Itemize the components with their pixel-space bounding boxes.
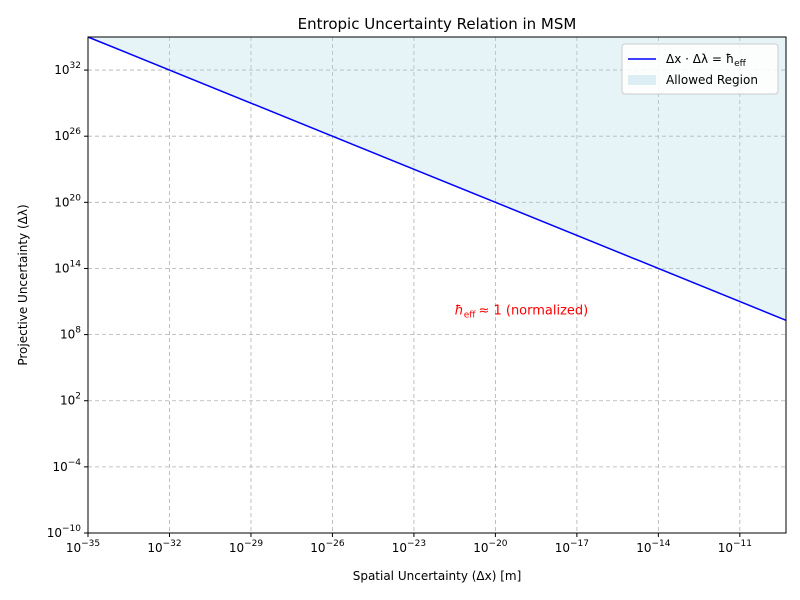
y-tick-label: 108 xyxy=(60,326,81,342)
y-axis-label: Projective Uncertainty (Δλ) xyxy=(16,204,30,365)
chart-title: Entropic Uncertainty Relation in MSM xyxy=(298,15,577,33)
legend-entry-line: Δx · Δλ = ħeff xyxy=(666,52,747,69)
y-tick-label: 1014 xyxy=(54,259,81,275)
legend-entry-line-subscript: eff xyxy=(734,59,747,69)
y-tick-label: 10−10 xyxy=(47,524,82,540)
x-tick-label: 10−11 xyxy=(718,539,752,555)
x-tick-label: 10−23 xyxy=(392,539,426,555)
legend-box xyxy=(621,43,779,95)
y-tick-label: 1032 xyxy=(54,61,81,77)
x-axis-label: Spatial Uncertainty (Δx) [m] xyxy=(353,569,522,583)
legend: Δx · Δλ = ħeff Allowed Region xyxy=(621,43,779,95)
legend-patch-swatch xyxy=(628,75,656,85)
x-tick-label: 10−20 xyxy=(473,539,508,555)
y-tick-label: 1026 xyxy=(54,127,81,143)
x-tick-label: 10−35 xyxy=(66,539,100,555)
legend-entry-line-label: Δx · Δλ = ħ xyxy=(666,52,734,66)
legend-entry-patch: Allowed Region xyxy=(666,73,758,87)
y-axis: 10−10 10−4 102 108 1014 1020 1026 1032 xyxy=(47,61,88,540)
x-tick-label: 10−32 xyxy=(147,539,181,555)
axes-frame xyxy=(87,36,787,534)
y-tick-label: 1020 xyxy=(54,193,81,209)
y-tick-label: 102 xyxy=(60,392,81,408)
x-tick-label: 10−14 xyxy=(636,539,671,555)
annotation-subscript: eff xyxy=(464,310,477,320)
annotation-symbol: ħ xyxy=(455,303,464,318)
series-line xyxy=(87,36,787,321)
x-axis: 10−35 10−32 10−29 10−26 10−23 10−20 10−17 10−14… xyxy=(66,533,752,555)
x-tick-label: 10−29 xyxy=(229,539,264,555)
y-tick-label: 10−4 xyxy=(52,458,81,474)
annotation: ħeff ≈ 1 (normalized) xyxy=(455,303,589,320)
annotation-text: ≈ 1 (normalized) xyxy=(478,303,588,318)
x-tick-label: 10−26 xyxy=(310,539,345,555)
x-tick-label: 10−17 xyxy=(555,539,589,555)
